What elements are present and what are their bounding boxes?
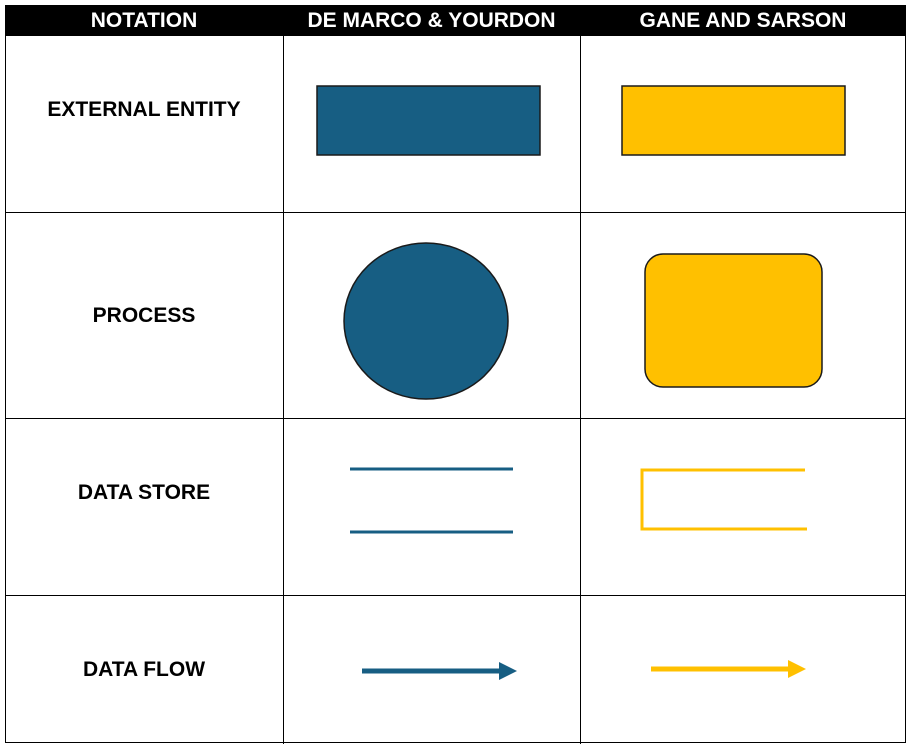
row-divider	[5, 418, 906, 419]
demarco-data-flow-arrow-icon	[362, 662, 517, 680]
gane-data-store-open-rectangle-icon	[640, 468, 807, 531]
gane-data-flow-arrow-icon	[651, 660, 806, 678]
column-divider	[580, 36, 581, 744]
header-gane-sarson: GANE AND SARSON	[639, 9, 847, 32]
row-label-external-entity: EXTERNAL ENTITY	[47, 98, 241, 121]
demarco-external-entity-rectangle-icon	[316, 85, 541, 156]
row-label-process: PROCESS	[92, 304, 196, 327]
row-divider	[5, 595, 906, 596]
header-notation: NOTATION	[90, 9, 198, 32]
gane-external-entity-rectangle-icon	[621, 85, 846, 156]
row-label-data-flow: DATA FLOW	[82, 658, 206, 681]
row-label-data-store: DATA STORE	[77, 481, 211, 504]
notation-table: NOTATION DE MARCO & YOURDON GANE AND SAR…	[5, 5, 906, 744]
demarco-data-store-lines-icon	[350, 467, 513, 534]
table-body	[5, 36, 906, 743]
row-divider	[5, 212, 906, 213]
demarco-process-circle-icon	[343, 242, 509, 400]
table-header: NOTATION DE MARCO & YOURDON GANE AND SAR…	[5, 5, 906, 36]
header-demarco-yourdon: DE MARCO & YOURDON	[307, 9, 556, 32]
gane-process-rounded-rectangle-icon	[644, 253, 823, 388]
column-divider	[283, 36, 284, 744]
